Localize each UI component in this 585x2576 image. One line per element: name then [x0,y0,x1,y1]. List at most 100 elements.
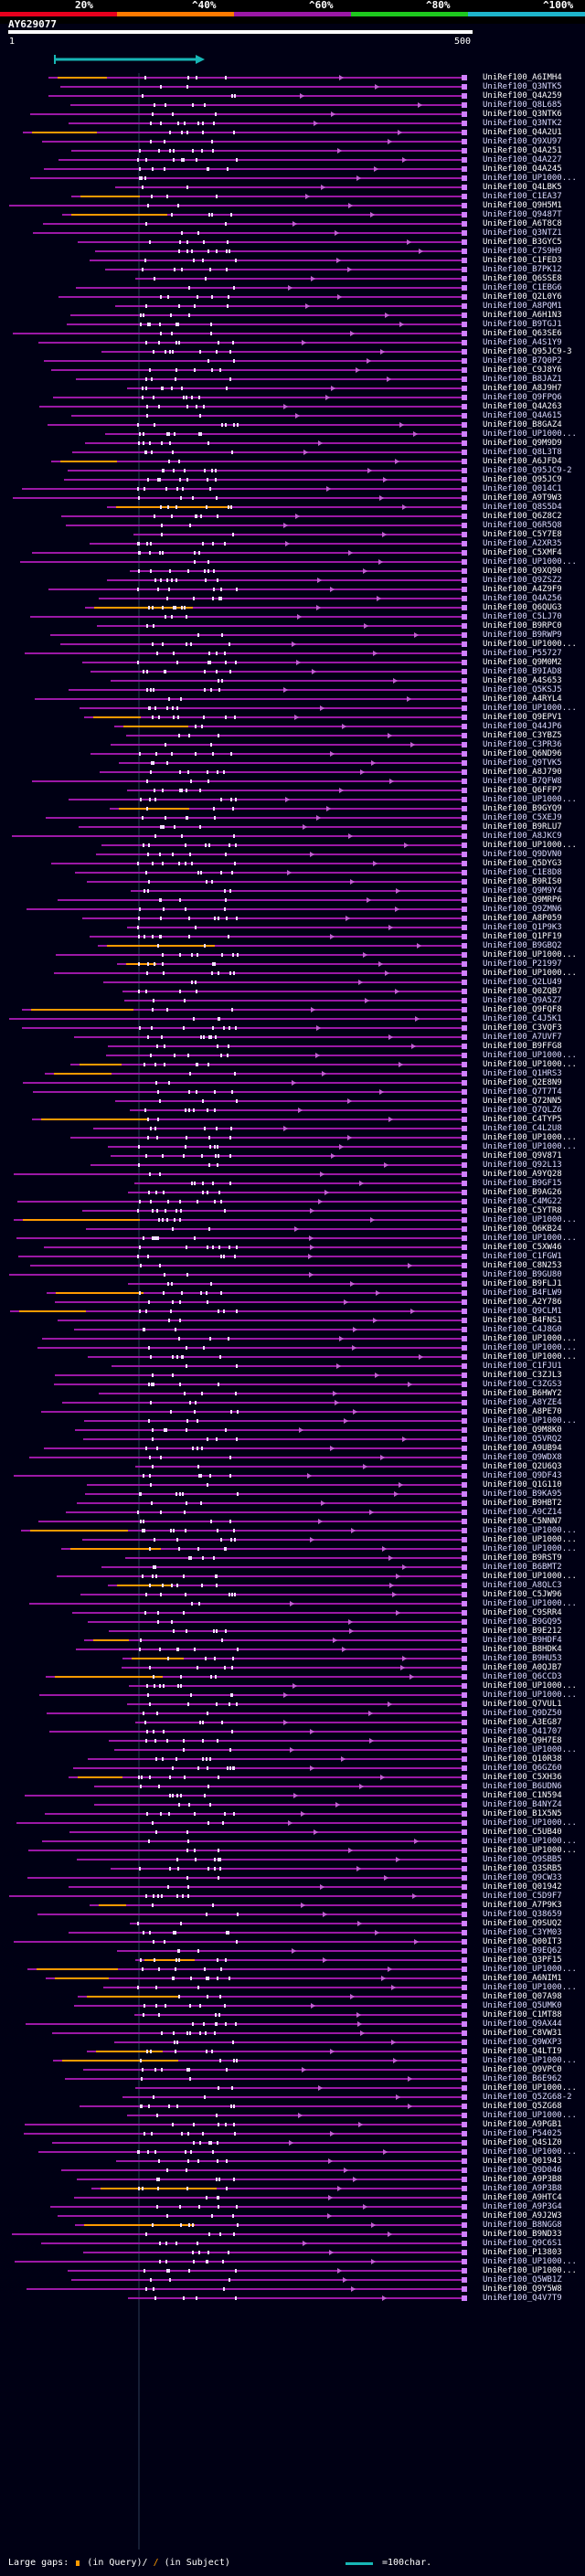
hit-label[interactable]: UniRef100_C9SRR4 [483,1608,562,1617]
hit-label[interactable]: UniRef100_B9HBT2 [483,1499,562,1508]
hit-label[interactable]: UniRef100_UP1000... [483,174,577,183]
hit-label[interactable]: UniRef100_UP1000... [483,969,577,978]
hit-label[interactable]: UniRef100_Q9AX44 [483,2019,562,2029]
hit-label[interactable]: UniRef100_C1FED3 [483,256,562,265]
hit-label[interactable]: UniRef100_A7P9K3 [483,1901,562,1910]
hit-label[interactable]: UniRef100_C1EA37 [483,192,562,201]
hit-label[interactable]: UniRef100_Q9D046 [483,2166,562,2175]
hit-label[interactable]: UniRef100_Q9A5Z7 [483,996,562,1005]
hit-label[interactable]: UniRef100_UP1000... [483,1837,577,1846]
hit-label[interactable]: UniRef100_Q9XU97 [483,137,562,146]
hit-label[interactable]: UniRef100_C3YM03 [483,1928,562,1937]
hit-label[interactable]: UniRef100_B4FNS1 [483,1316,562,1325]
hit-label[interactable]: UniRef100_Q4A263 [483,402,562,411]
hit-label[interactable]: UniRef100_Q4A251 [483,146,562,155]
hit-label[interactable]: UniRef100_B9GF15 [483,1179,562,1188]
hit-label[interactable]: UniRef100_Q4A615 [483,411,562,420]
hit-label[interactable]: UniRef100_Q9Y5W8 [483,2284,562,2294]
hit-label[interactable]: UniRef100_Q8L685 [483,101,562,110]
hit-label[interactable]: UniRef100_UP1000... [483,1535,577,1544]
hit-label[interactable]: UniRef100_Q63SE6 [483,329,562,338]
hit-label[interactable]: UniRef100_B6UDN6 [483,1782,562,1791]
hit-label[interactable]: UniRef100_A8QLC3 [483,1581,562,1590]
hit-label[interactable]: UniRef100_Q9WXP3 [483,2038,562,2047]
hit-label[interactable]: UniRef100_B3GYC5 [483,238,562,247]
hit-label[interactable]: UniRef100_C5D9F7 [483,1892,562,1901]
hit-label[interactable]: UniRef100_Q9CLM1 [483,1307,562,1316]
hit-label[interactable]: UniRef100_B9TGJ1 [483,320,562,329]
hit-label[interactable]: UniRef100_C5XW46 [483,1243,562,1252]
hit-label[interactable]: UniRef100_B9RIS0 [483,877,562,886]
hit-label[interactable]: UniRef100_Q5UMK0 [483,2001,562,2010]
hit-label[interactable]: UniRef100_UP1000... [483,2083,577,2093]
hit-label[interactable]: UniRef100_Q5WB1Z [483,2275,562,2284]
hit-label[interactable]: UniRef100_Q9ZSZ2 [483,576,562,585]
hit-label[interactable]: UniRef100_C5UB40 [483,1828,562,1837]
hit-label[interactable]: UniRef100_B6HWY2 [483,1389,562,1398]
hit-label[interactable]: UniRef100_B9HU53 [483,1654,562,1663]
hit-label[interactable]: UniRef100_C4MG22 [483,1197,562,1206]
hit-label[interactable]: UniRef100_A6IMH4 [483,73,562,82]
hit-label[interactable]: UniRef100_Q0ZQB7 [483,987,562,996]
hit-label[interactable]: UniRef100_Q1HRS3 [483,1069,562,1078]
hit-label[interactable]: UniRef100_Q9M9D9 [483,439,562,448]
hit-label[interactable]: UniRef100_B9IAD8 [483,667,562,676]
hit-label[interactable]: UniRef100_A3EG87 [483,1718,562,1727]
hit-label[interactable]: UniRef100_UP1000... [483,1745,577,1754]
hit-label[interactable]: UniRef100_A4S653 [483,676,562,685]
hit-label[interactable]: UniRef100_Q9CW33 [483,1873,562,1882]
hit-label[interactable]: UniRef100_P21997 [483,959,562,969]
hit-label[interactable]: UniRef100_Q95JC9-3 [483,347,572,356]
hit-label[interactable]: UniRef100_Q6GZ60 [483,1764,562,1773]
hit-label[interactable]: UniRef100_UP1000... [483,2257,577,2266]
hit-label[interactable]: UniRef100_UP1000... [483,1846,577,1855]
hit-label[interactable]: UniRef100_UP1000... [483,1060,577,1069]
hit-label[interactable]: UniRef100_Q014C1 [483,484,562,493]
hit-label[interactable]: UniRef100_UP1000... [483,2111,577,2120]
hit-label[interactable]: UniRef100_C4J5K1 [483,1014,562,1023]
hit-label[interactable]: UniRef100_Q4V7T9 [483,2294,562,2303]
hit-label[interactable]: UniRef100_Q95JC9 [483,475,562,484]
hit-label[interactable]: UniRef100_Q6Z8C2 [483,512,562,521]
hit-label[interactable]: UniRef100_Q5ZG68 [483,2102,562,2111]
hit-label[interactable]: UniRef100_Q6FFP7 [483,786,562,795]
hit-label[interactable]: UniRef100_Q01943 [483,2157,562,2166]
hit-label[interactable]: UniRef100_Q5ZG68-2 [483,2093,572,2102]
hit-label[interactable]: UniRef100_C5YTR8 [483,1206,562,1215]
hit-label[interactable]: UniRef100_Q9ZMN6 [483,905,562,914]
hit-label[interactable]: UniRef100_B9RST9 [483,1553,562,1563]
hit-label[interactable]: UniRef100_C3ZGS3 [483,1380,562,1389]
hit-label[interactable]: UniRef100_B9EQ62 [483,1946,562,1956]
hit-label[interactable]: UniRef100_Q2LU49 [483,978,562,987]
hit-label[interactable]: UniRef100_B9GYQ9 [483,804,562,813]
hit-label[interactable]: UniRef100_A9HTC4 [483,2193,562,2202]
hit-label[interactable]: UniRef100_A4RYL4 [483,694,562,704]
hit-label[interactable]: UniRef100_Q10R38 [483,1754,562,1764]
hit-label[interactable]: UniRef100_Q9WDX8 [483,1453,562,1462]
hit-label[interactable]: UniRef100_C1FGW1 [483,1252,562,1261]
hit-label[interactable]: UniRef100_Q4LTI9 [483,2047,562,2056]
hit-label[interactable]: UniRef100_B9RLU7 [483,822,562,832]
hit-label[interactable]: UniRef100_Q9VPC0 [483,2065,562,2074]
hit-label[interactable]: UniRef100_UP1000... [483,1818,577,1828]
hit-label[interactable]: UniRef100_Q9487T [483,210,562,219]
hit-label[interactable]: UniRef100_Q6KB24 [483,1224,562,1234]
hit-label[interactable]: UniRef100_A8J790 [483,768,562,777]
hit-label[interactable]: UniRef100_Q6QUG3 [483,603,562,612]
hit-label[interactable]: UniRef100_A9P3B8 [483,2184,562,2193]
hit-label[interactable]: UniRef100_B9GQ95 [483,1617,562,1627]
hit-label[interactable]: UniRef100_C1EBG6 [483,283,562,292]
hit-label[interactable]: UniRef100_Q9FQF8 [483,1005,562,1014]
hit-label[interactable]: UniRef100_A9CZ14 [483,1508,562,1517]
hit-label[interactable]: UniRef100_A8PQM1 [483,302,562,311]
hit-label[interactable]: UniRef100_UP1000... [483,1526,577,1535]
hit-label[interactable]: UniRef100_Q38659 [483,1910,562,1919]
hit-label[interactable]: UniRef100_Q9DZ50 [483,1709,562,1718]
hit-label[interactable]: UniRef100_P54025 [483,2129,562,2138]
hit-label[interactable]: UniRef100_UP1000... [483,2266,577,2275]
hit-label[interactable]: UniRef100_Q4S1Z0 [483,2138,562,2147]
hit-label[interactable]: UniRef100_UP1000... [483,2056,577,2065]
hit-label[interactable]: UniRef100_C8VW31 [483,2029,562,2038]
hit-label[interactable]: UniRef100_Q4A227 [483,155,562,164]
hit-label[interactable]: UniRef100_UP1000... [483,1234,577,1243]
